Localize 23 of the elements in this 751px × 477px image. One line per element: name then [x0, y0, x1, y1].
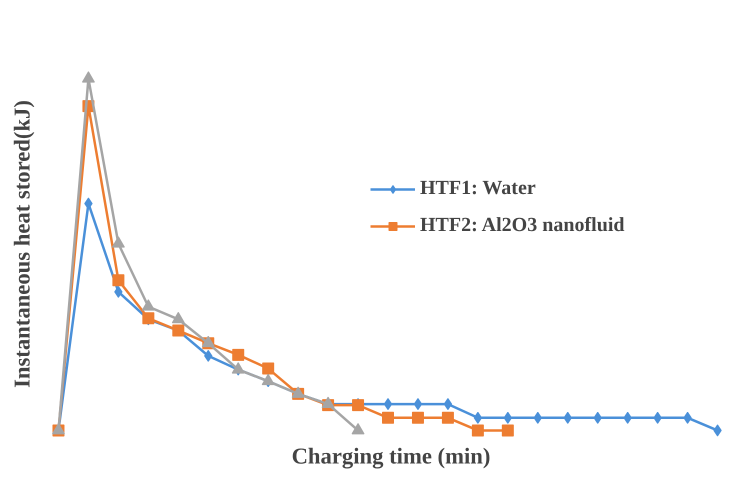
point	[382, 412, 394, 424]
point	[444, 398, 452, 410]
point	[114, 286, 123, 298]
point	[384, 398, 392, 410]
legend-label: HTF1: Water	[420, 177, 537, 200]
point	[474, 412, 482, 424]
point	[442, 412, 454, 424]
point	[653, 412, 662, 424]
y-axis-title: Instantaneous heat stored(kJ)	[10, 100, 34, 388]
point	[713, 424, 722, 436]
point	[412, 412, 424, 424]
point	[623, 412, 632, 424]
point	[232, 348, 244, 361]
legend-label: HTF2: Al2O3 nanofluid	[420, 214, 624, 237]
point	[262, 362, 274, 375]
point	[502, 424, 514, 436]
point	[84, 198, 93, 210]
point	[112, 274, 124, 286]
x-axis-title: Charging time (min)	[292, 444, 490, 468]
point	[472, 424, 484, 436]
point	[414, 398, 422, 410]
point	[683, 412, 692, 424]
point	[322, 396, 335, 408]
